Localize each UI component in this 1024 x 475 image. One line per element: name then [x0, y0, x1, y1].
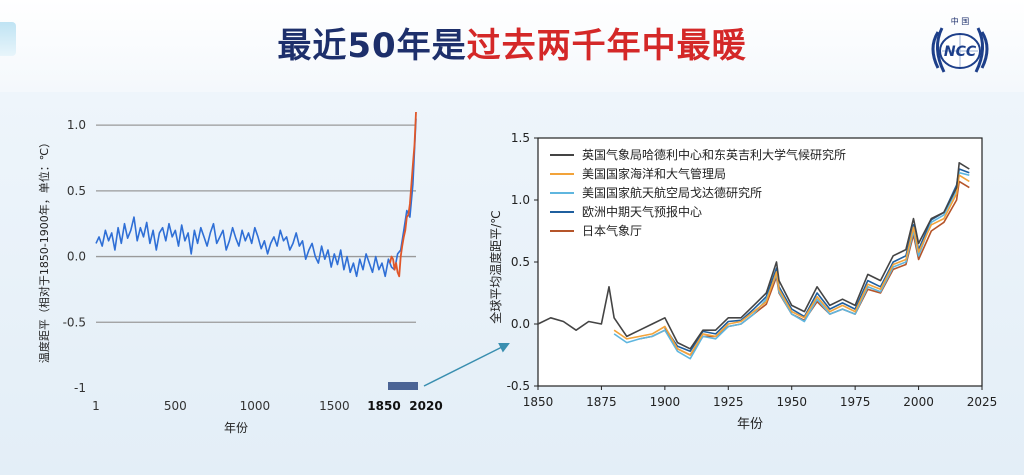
x-tick-label: 1975 — [840, 395, 871, 409]
title-part-dark: 最近50年是 — [277, 26, 467, 66]
millennial-temperature-chart: 1.00.50.0-0.5-11 500 1000 1500 1850 2020年份温度距… — [37, 111, 443, 435]
x-tick-label: 1950 — [776, 395, 807, 409]
y-tick-label: 0.0 — [67, 250, 86, 264]
logo-top-text: 中 国 — [951, 16, 970, 26]
series-line — [537, 162, 970, 350]
x-tick-label: 1000 — [240, 399, 271, 413]
x-axis-label: 年份 — [224, 421, 248, 435]
y-tick-label: 1.0 — [511, 193, 530, 207]
legend-label: 日本气象厅 — [582, 223, 642, 238]
legend-label: 美国国家海洋和大气管理局 — [582, 166, 726, 181]
y-tick-label: 1.5 — [511, 131, 530, 145]
laurel-right-icon — [974, 27, 989, 73]
y-tick-label: 0.0 — [511, 317, 530, 331]
reconstruction-series-line — [95, 118, 417, 278]
instrumental-temperature-chart: -0.5 0.0 0.5 1.0 1.5 1850 1875 1900 1925 1950 1975… — [488, 131, 998, 432]
y-tick-label: -1 — [74, 381, 86, 395]
x-tick-label: 1850 — [367, 399, 400, 413]
legend-label: 欧洲中期天气预报中心 — [582, 204, 702, 219]
legend: 英国气象局哈德利中心和东英吉利大学气候研究所美国国家海洋和大气管理局美国国家航天… — [550, 147, 846, 238]
logo-initials: NCC — [944, 44, 977, 60]
y-axis-label: 温度距平（相对于1850-1900年，单位：℃） — [37, 137, 51, 363]
x-tick-label: 2025 — [967, 395, 998, 409]
x-tick-label: 2000 — [903, 395, 934, 409]
series-line — [664, 168, 970, 353]
header-band — [0, 0, 1024, 92]
title-part-red: 过去两千年中最暖 — [466, 26, 747, 66]
ncc-logo: 中 国 NCC — [931, 16, 989, 73]
y-tick-label: -0.5 — [63, 315, 86, 329]
laurel-left-icon — [931, 27, 946, 73]
y-tick-label: 1.0 — [67, 118, 86, 132]
series-line — [613, 174, 970, 356]
y-axis-label: 全球平均温度距平/℃ — [488, 210, 503, 324]
y-tick-label: -0.5 — [507, 379, 530, 393]
legend-label: 美国国家航天航空局戈达德研究所 — [582, 185, 762, 200]
x-tick-label: 1 — [92, 399, 100, 413]
y-tick-label: 0.5 — [67, 184, 86, 198]
x-axis-label: 年份 — [737, 417, 763, 432]
x-tick-label: 2020 — [409, 399, 442, 413]
instrumental-series-line — [389, 111, 417, 278]
x-tick-label: 500 — [164, 399, 187, 413]
x-tick-label: 1925 — [713, 395, 744, 409]
slide-title: 最近50年是过去两千年中最暖 — [0, 18, 1024, 67]
corner-decoration — [0, 22, 16, 56]
x-tick-label: 1850 — [523, 395, 554, 409]
legend-label: 英国气象局哈德利中心和东英吉利大学气候研究所 — [582, 147, 846, 162]
x-tick-label: 1875 — [586, 395, 617, 409]
x-tick-label: 1900 — [650, 395, 681, 409]
series-group — [537, 162, 970, 360]
y-tick-label: 0.5 — [511, 255, 530, 269]
highlight-range-box — [388, 382, 418, 390]
x-tick-label: 1500 — [319, 399, 350, 413]
